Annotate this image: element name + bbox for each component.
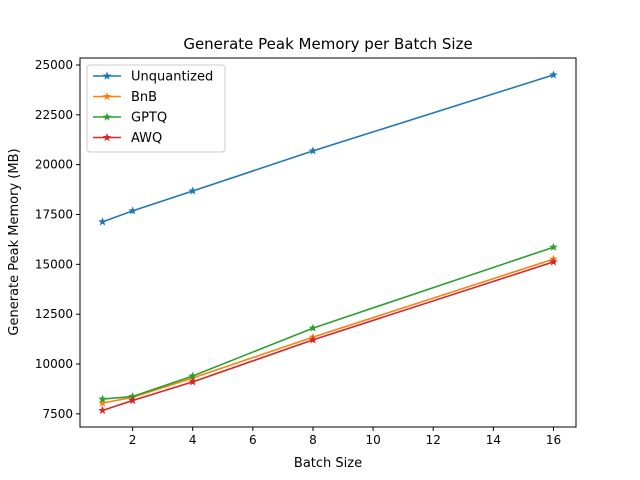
legend: Unquantized BnB GPTQ AWQ [86, 64, 226, 153]
data-point-unquantized [98, 217, 107, 226]
y-tick-label: 25000 [35, 58, 73, 72]
y-tick-label: 22500 [35, 108, 73, 122]
chart-title: Generate Peak Memory per Batch Size [183, 35, 472, 53]
x-tick-label: 8 [309, 433, 317, 447]
legend-box [86, 64, 226, 153]
x-axis-label: Batch Size [294, 456, 362, 471]
data-point-unquantized [188, 186, 197, 195]
x-tick-label: 12 [426, 433, 441, 447]
legend-label: GPTQ [131, 111, 167, 126]
y-tick-label: 7500 [42, 407, 73, 421]
data-point-unquantized [128, 206, 137, 215]
data-point-awq [188, 377, 197, 386]
data-point-awq [308, 335, 318, 344]
x-tick-label: 10 [365, 433, 380, 447]
data-point-gptq [308, 323, 318, 332]
x-tick-label: 2 [129, 433, 137, 447]
data-point-unquantized [308, 146, 318, 155]
data-point-gptq [188, 371, 197, 380]
x-tick-label: 16 [546, 433, 561, 447]
data-point-awq [128, 396, 137, 405]
data-point-gptq [549, 242, 558, 251]
legend-marker [102, 92, 112, 101]
legend-label: AWQ [131, 131, 162, 146]
y-tick-label: 20000 [35, 158, 73, 172]
data-point-unquantized [549, 70, 558, 79]
x-tick-label: 4 [189, 433, 197, 447]
y-tick-label: 17500 [35, 207, 73, 221]
plot-frame [79, 57, 577, 428]
legend-marker [102, 133, 112, 142]
legend-marker [102, 112, 112, 121]
y-axis-label: Generate Peak Memory (MB) [7, 148, 22, 335]
data-point-awq [549, 257, 558, 266]
y-tick-label: 12500 [35, 307, 73, 321]
x-tick-label: 14 [486, 433, 501, 447]
data-point-bnb [98, 398, 107, 407]
y-tick-label: 15000 [35, 257, 73, 271]
data-point-gptq [98, 394, 107, 403]
y-tick-label: 10000 [35, 357, 73, 371]
x-tick-label: 6 [249, 433, 257, 447]
legend-marker [102, 71, 112, 80]
data-point-awq [98, 406, 107, 415]
legend-label: Unquantized [131, 70, 213, 85]
legend-label: BnB [131, 90, 157, 105]
